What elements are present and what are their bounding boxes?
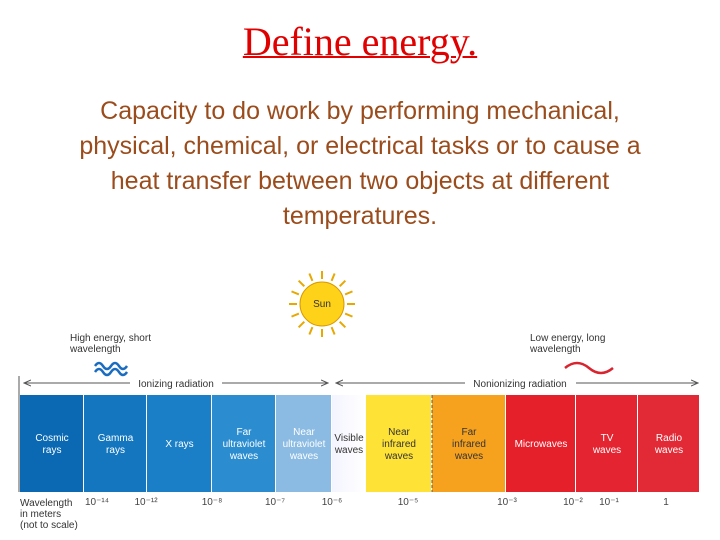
spectrum-band [506,395,575,492]
band-label: ultraviolet [283,439,326,450]
band-label: Far [237,427,253,438]
wavelength-tick: 1 [663,497,669,508]
spectrum-band [366,395,431,492]
band-label: Far [462,427,478,438]
sun-ray [291,290,300,296]
band-label: Near [388,427,410,438]
band-label: Gamma [98,433,134,444]
body-line: Capacity to do work by performing mechan… [100,97,620,125]
sun-ray [308,326,314,335]
high-energy-label: High energy, short [70,333,151,344]
band-label: Radio [656,433,683,444]
sun-ray [297,279,306,288]
band-label: X rays [165,439,193,450]
band-label: waves [592,445,621,456]
wavelength-tick: 10⁻³ [497,497,517,508]
band-label: Visible [334,433,364,444]
spectrum-band [276,395,331,492]
band-label: waves [334,445,363,456]
band-label: rays [43,445,62,456]
band-label: waves [454,451,483,462]
band-label: Microwaves [515,439,568,450]
wavelength-tick: 10⁻¹ [599,497,619,508]
band-label: waves [229,451,258,462]
low-energy-label: wavelength [529,344,581,355]
wavelength-label: (not to scale) [20,520,78,531]
high-energy-label: wavelength [69,344,121,355]
sun-ray [344,312,353,318]
spectrum-band [84,395,146,492]
long-wave [564,361,614,375]
body-line: heat transfer between two objects at dif… [110,167,610,195]
wavelength-tick: 10⁻⁵ [398,497,419,508]
band-label: rays [106,445,125,456]
wavelength-tick: 10⁻⁷ [265,497,285,508]
band-label: TV [601,433,614,444]
spectrum-band [638,395,699,492]
band-label: waves [289,451,318,462]
nonionizing-label: Nonionizing radiation [473,379,566,390]
band-label: infrared [452,439,486,450]
spectrum-band [212,395,275,492]
wavelength-label: Wavelength [20,498,72,509]
wavelength-tick: 10⁻¹² [134,497,158,508]
body-text: Capacity to do work by performing mechan… [0,94,720,234]
band-label: infrared [382,439,416,450]
spectrum-band [432,395,505,492]
wavelength-tick: 10⁻¹⁴ [85,497,109,508]
wavelength-tick: 10⁻⁸ [202,497,223,508]
sun-ray [297,320,306,329]
wavelength-label: in meters [20,509,61,520]
spectrum-band [20,395,83,492]
short-wave [93,361,129,371]
sun-ray [338,320,347,329]
low-energy-label: Low energy, long [530,333,605,344]
wavelength-tick: 10⁻⁶ [322,497,343,508]
ionizing-label: Ionizing radiation [138,379,214,390]
sun-ray [330,326,336,335]
spectrum-band [576,395,637,492]
body-line: physical, chemical, or electrical tasks … [79,132,641,160]
sun-label: Sun [313,299,331,310]
band-label: ultraviolet [223,439,266,450]
sun-ray [291,312,300,318]
spectrum-band [147,395,211,492]
short-wave [93,367,129,377]
sun-ray [308,273,314,282]
sun-icon [289,271,355,337]
band-label: Cosmic [35,433,68,444]
band-label: Near [293,427,315,438]
wavelength-tick: 10⁻² [563,497,583,508]
sun-ray [330,273,336,282]
body-line: temperatures. [282,202,438,230]
spectrum-band [332,395,365,492]
band-label: waves [654,445,683,456]
band-label: waves [384,451,413,462]
slide-title: Define energy. [242,19,478,64]
sun-ray [344,290,353,296]
sun-ray [338,279,347,288]
